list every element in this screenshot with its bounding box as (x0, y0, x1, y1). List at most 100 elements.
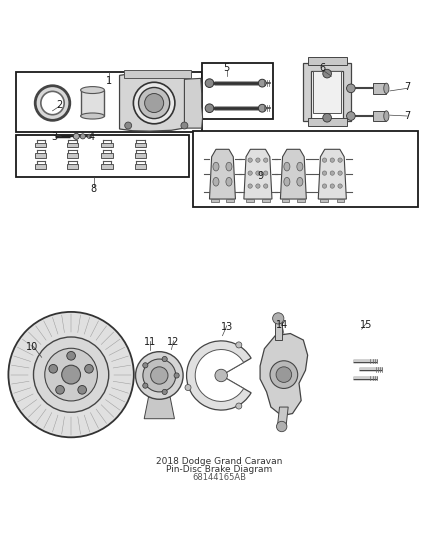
Circle shape (67, 351, 75, 360)
Polygon shape (262, 199, 270, 203)
Circle shape (8, 312, 134, 437)
Circle shape (236, 403, 242, 409)
Ellipse shape (226, 162, 232, 171)
Text: 7: 7 (404, 82, 410, 92)
Polygon shape (260, 334, 307, 416)
Text: 2: 2 (56, 100, 62, 110)
Bar (101, 153, 113, 158)
Text: 9: 9 (258, 171, 264, 181)
Polygon shape (120, 73, 195, 131)
Circle shape (45, 348, 97, 401)
Bar (134, 153, 146, 158)
Circle shape (80, 134, 85, 139)
Circle shape (256, 171, 260, 175)
Polygon shape (304, 63, 351, 121)
Ellipse shape (384, 111, 389, 121)
Circle shape (78, 385, 86, 394)
Bar (124, 70, 191, 78)
Circle shape (322, 171, 327, 175)
Bar (81, 90, 104, 116)
Circle shape (85, 365, 93, 373)
Ellipse shape (226, 177, 232, 186)
Text: 11: 11 (144, 337, 156, 347)
Circle shape (236, 342, 242, 348)
Text: 8: 8 (91, 184, 97, 193)
Circle shape (346, 112, 355, 120)
Polygon shape (144, 397, 174, 419)
Circle shape (248, 184, 252, 188)
Circle shape (143, 359, 176, 392)
Circle shape (258, 104, 266, 112)
Circle shape (35, 86, 70, 120)
Circle shape (135, 352, 183, 399)
Circle shape (185, 384, 191, 391)
Bar (35, 143, 46, 147)
Circle shape (322, 158, 327, 162)
Polygon shape (246, 199, 254, 203)
Circle shape (33, 337, 109, 412)
Polygon shape (280, 149, 306, 199)
Polygon shape (336, 199, 344, 203)
Circle shape (323, 69, 332, 78)
Circle shape (145, 93, 164, 112)
Ellipse shape (213, 162, 219, 171)
Polygon shape (209, 149, 236, 199)
Circle shape (215, 369, 227, 382)
Wedge shape (187, 341, 251, 410)
Bar (67, 143, 78, 147)
Ellipse shape (384, 83, 389, 93)
Ellipse shape (284, 162, 290, 171)
Circle shape (87, 134, 92, 139)
Circle shape (248, 171, 252, 175)
Circle shape (143, 383, 148, 388)
Circle shape (73, 133, 79, 139)
Polygon shape (297, 199, 305, 203)
Ellipse shape (81, 86, 104, 93)
Ellipse shape (297, 162, 303, 171)
Circle shape (346, 84, 355, 93)
Bar (67, 153, 78, 158)
Circle shape (49, 365, 57, 373)
Bar (16, 135, 189, 176)
Bar (372, 83, 386, 93)
Circle shape (330, 158, 335, 162)
Bar (35, 153, 46, 158)
Circle shape (264, 158, 268, 162)
Polygon shape (277, 407, 288, 426)
Circle shape (174, 373, 179, 378)
Circle shape (256, 158, 260, 162)
Circle shape (56, 385, 64, 394)
Circle shape (338, 158, 342, 162)
Circle shape (62, 365, 81, 384)
Circle shape (151, 367, 168, 384)
Polygon shape (184, 78, 202, 128)
Circle shape (276, 421, 287, 432)
Ellipse shape (213, 177, 219, 186)
Text: Pin-Disc Brake Diagram: Pin-Disc Brake Diagram (166, 465, 272, 474)
Circle shape (330, 171, 335, 175)
Text: 1: 1 (106, 76, 112, 86)
Polygon shape (282, 199, 290, 203)
Circle shape (162, 389, 167, 394)
Circle shape (323, 114, 332, 122)
Bar (202, 63, 273, 119)
Bar (307, 118, 346, 126)
Bar (101, 143, 113, 147)
Ellipse shape (297, 177, 303, 186)
Circle shape (276, 367, 292, 382)
Ellipse shape (81, 113, 104, 119)
Circle shape (256, 184, 260, 188)
Polygon shape (226, 199, 234, 203)
Text: 3: 3 (52, 132, 58, 142)
Polygon shape (244, 149, 272, 199)
Circle shape (258, 79, 266, 87)
Text: 2018 Dodge Grand Caravan: 2018 Dodge Grand Caravan (156, 457, 282, 466)
Bar (67, 165, 78, 169)
Circle shape (322, 184, 327, 188)
Circle shape (41, 91, 64, 115)
Bar (35, 165, 46, 169)
Text: 68144165AB: 68144165AB (192, 473, 246, 482)
Text: 7: 7 (404, 111, 410, 121)
Ellipse shape (284, 177, 290, 186)
Circle shape (264, 184, 268, 188)
